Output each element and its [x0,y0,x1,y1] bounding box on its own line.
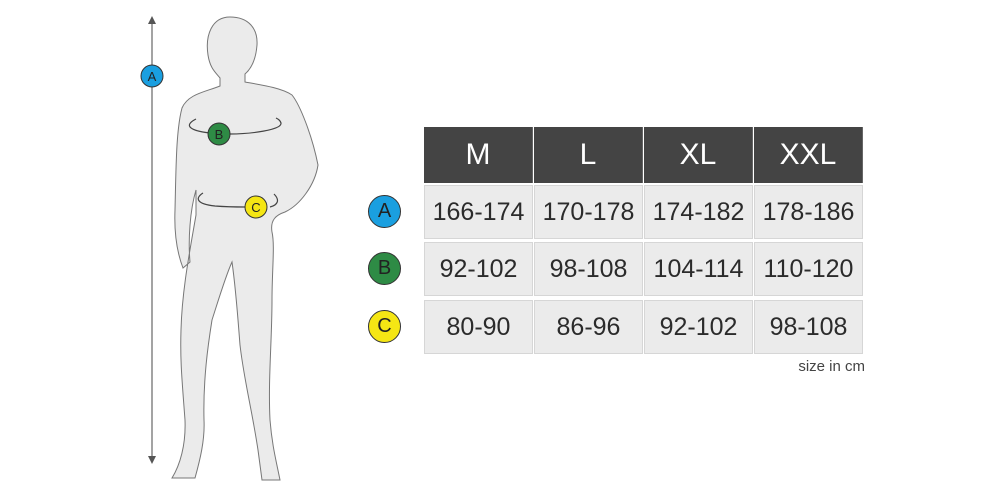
column-header-xxl: XXL [754,127,863,183]
table-cell: 80-90 [424,300,533,354]
table-cell: 92-102 [644,300,753,354]
marker-b [207,122,231,146]
marker-c-label: C [251,200,260,215]
marker-c [244,195,268,219]
height-arrow-top-icon [148,16,156,24]
column-header-xl: XL [644,127,753,183]
table-cell: 92-102 [424,242,533,296]
waist-loop [197,192,279,208]
table-cell: 98-108 [754,300,863,354]
column-header-m: M [424,127,533,183]
table-cell: 178-186 [754,185,863,239]
body-silhouette [171,16,319,481]
table-cell: 98-108 [534,242,643,296]
table-cell: 170-178 [534,185,643,239]
column-header-l: L [534,127,643,183]
chest-loop [188,117,282,135]
table-cell: 166-174 [424,185,533,239]
row-badge-b: B [368,252,401,285]
table-cell: 174-182 [644,185,753,239]
marker-a [140,64,164,88]
table-cell: 86-96 [534,300,643,354]
unit-note: size in cm [798,358,865,375]
marker-a-label: A [148,69,157,84]
height-arrow-bottom-icon [148,456,156,464]
table-cell: 104-114 [644,242,753,296]
table-cell: 110-120 [754,242,863,296]
marker-b-label: B [215,127,224,142]
body-figure: A B C [140,16,319,481]
row-badge-a: A [368,195,401,228]
row-badge-c: C [368,310,401,343]
